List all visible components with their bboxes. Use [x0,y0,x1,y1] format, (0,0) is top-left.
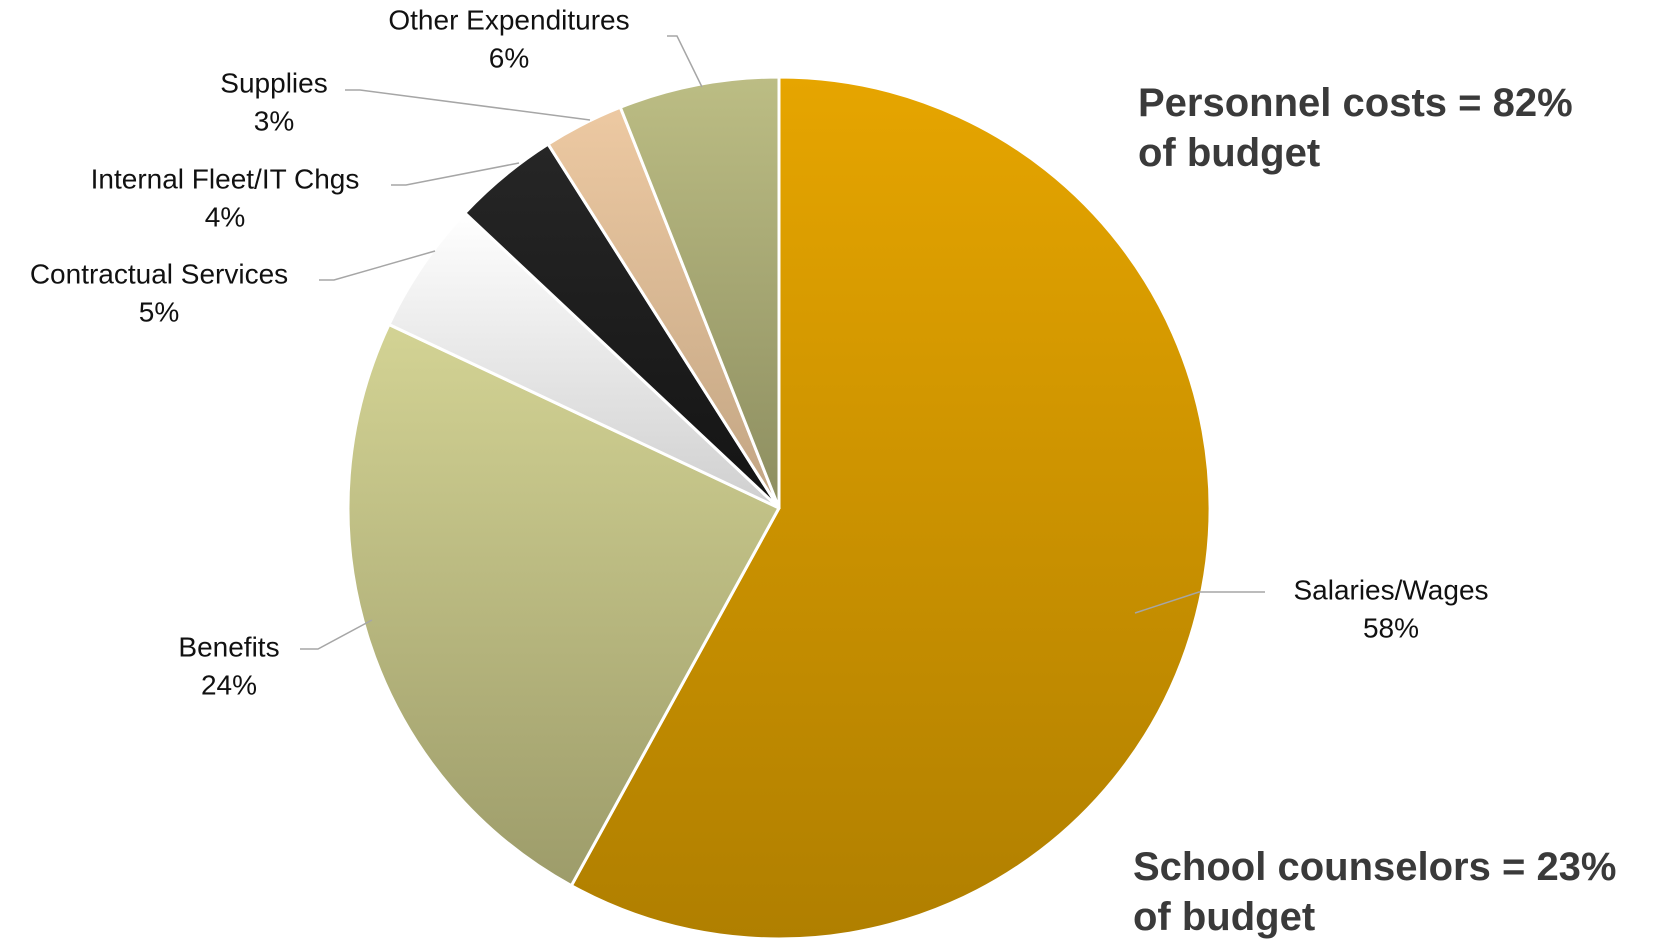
leader-line-benefits [300,619,373,650]
pie-slice-salaries-wages [569,75,1212,941]
pie-slices [346,75,1212,941]
slice-percent-salaries-wages: 58% [1363,612,1419,643]
slice-percent-supplies: 3% [254,105,294,136]
leader-line-internal-fleet-it-chgs [391,162,520,186]
slice-label-benefits: Benefits [178,631,279,662]
school-counselors-annotation: School counselors = 23% of budget [1133,842,1617,942]
slice-label-salaries-wages: Salaries/Wages [1293,574,1488,605]
personnel-costs-line2: of budget [1138,131,1321,175]
leader-line-contractual-services [319,250,436,281]
slice-percent-internal-fleet-it-chgs: 4% [205,201,245,232]
slice-percent-other-expenditures: 6% [489,42,529,73]
personnel-costs-annotation: Personnel costs = 82% of budget [1138,78,1573,178]
leader-line-other-expenditures [667,35,703,88]
slice-percent-benefits: 24% [201,669,257,700]
pie-slice-benefits [346,322,781,888]
slice-percent-contractual-services: 5% [139,296,179,327]
leader-lines [300,35,1265,650]
slice-label-contractual-services: Contractual Services [30,258,288,289]
leader-line-supplies [345,89,591,121]
personnel-costs-line1: Personnel costs = 82% [1138,81,1573,125]
slice-labels: Salaries/Wages 58% Benefits 24% Contractual … [30,4,1489,700]
slice-label-other-expenditures: Other Expenditures [388,4,629,35]
school-counselors-line2: of budget [1133,895,1316,939]
slice-label-supplies: Supplies [220,67,327,98]
slice-label-internal-fleet-it-chgs: Internal Fleet/IT Chgs [91,163,360,194]
pie-slice-other-expenditures [618,75,781,510]
leader-line-salaries-wages [1134,591,1265,614]
school-counselors-line1: School counselors = 23% [1133,845,1617,889]
